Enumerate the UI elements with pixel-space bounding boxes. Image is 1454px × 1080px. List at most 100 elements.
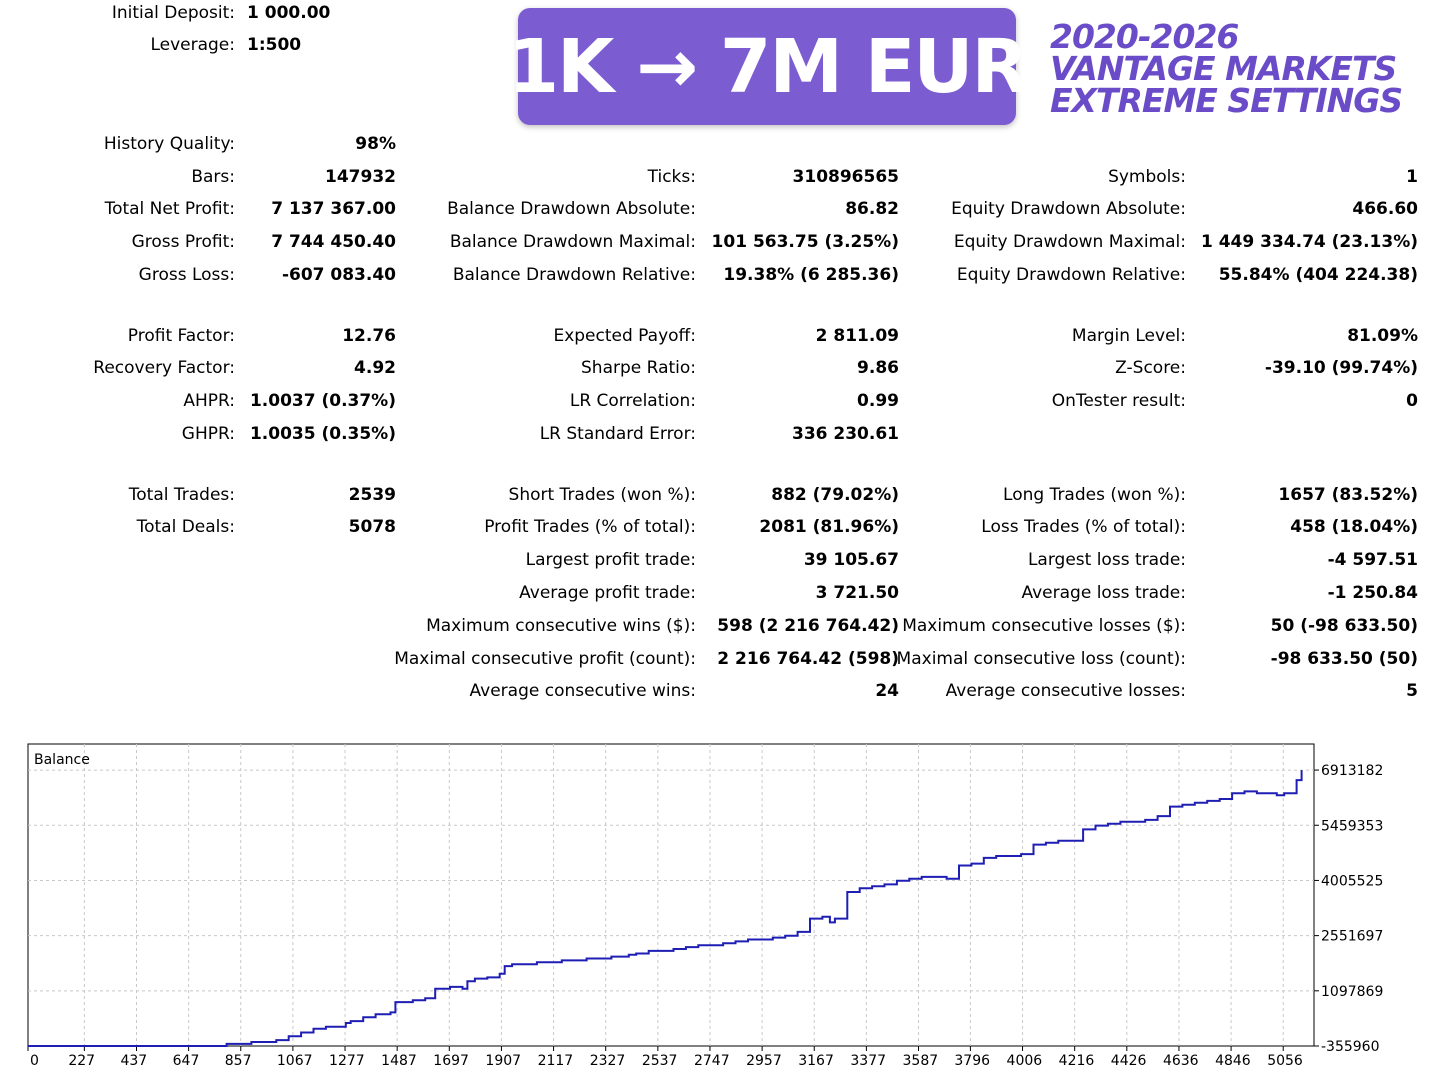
y-tick-label: 2551697: [1321, 929, 1383, 945]
x-tick-label: 2957: [746, 1053, 782, 1069]
total-trades-value: 2539: [348, 485, 396, 505]
x-tick-label: 1067: [277, 1053, 313, 1069]
largest-loss-value: -4 597.51: [1327, 550, 1418, 570]
avg-consec-losses-value: 5: [1406, 681, 1418, 701]
chart-ticks: 6913182 5459353 4005525 2551697 1097869 -3559…: [27, 763, 1383, 1069]
x-tick-label: 3587: [903, 1053, 939, 1069]
initial-deposit-value: 1 000.00: [247, 3, 331, 23]
short-trades-label: Short Trades (won %):: [508, 485, 696, 505]
balance-dd-rel-value: 19.38% (6 285.36): [723, 265, 899, 285]
ghpr-label: GHPR:: [181, 424, 235, 444]
y-tick-label: 4005525: [1321, 873, 1383, 889]
loss-trades-value: 458 (18.04%): [1290, 517, 1418, 537]
equity-dd-max-label: Equity Drawdown Maximal:: [953, 232, 1186, 252]
ahpr-label: AHPR:: [183, 391, 235, 411]
ticks-label: Ticks:: [647, 167, 696, 187]
x-tick-label: 4636: [1163, 1053, 1199, 1069]
long-trades-label: Long Trades (won %):: [1003, 485, 1186, 505]
initial-deposit-label: Initial Deposit:: [111, 3, 235, 23]
max-consec-losses-value: 50 (-98 633.50): [1270, 616, 1418, 636]
max-consec-losses-label: Maximum consecutive losses ($):: [902, 616, 1186, 636]
margin-level-label: Margin Level:: [1071, 326, 1186, 346]
balance-dd-max-value: 101 563.75 (3.25%): [711, 232, 899, 252]
ticks-value: 310896565: [792, 167, 899, 187]
margin-level-value: 81.09%: [1347, 326, 1418, 346]
lr-std-error-value: 336 230.61: [791, 424, 899, 444]
gross-profit-value: 7 744 450.40: [271, 232, 396, 252]
total-net-profit-label: Total Net Profit:: [104, 199, 235, 219]
x-tick-label: 4846: [1215, 1053, 1251, 1069]
long-trades-value: 1657 (83.52%): [1278, 485, 1418, 505]
x-tick-label: 5056: [1267, 1053, 1303, 1069]
x-tick-label: 647: [173, 1053, 200, 1069]
profit-factor-label: Profit Factor:: [127, 326, 235, 346]
y-tick-label: 1097869: [1321, 984, 1383, 1000]
equity-dd-max-value: 1 449 334.74 (23.13%): [1200, 232, 1418, 252]
total-deals-label: Total Deals:: [136, 517, 235, 537]
ahpr-value: 1.0037 (0.37%): [249, 391, 396, 411]
avg-consec-losses-label: Average consecutive losses:: [945, 681, 1186, 701]
profit-trades-value: 2081 (81.96%): [759, 517, 899, 537]
total-deals-value: 5078: [348, 517, 396, 537]
bars-label: Bars:: [191, 167, 235, 187]
tagline-settings: EXTREME SETTINGS: [1050, 81, 1403, 120]
ontester-value: 0: [1406, 391, 1418, 411]
avg-profit-value: 3 721.50: [815, 583, 899, 603]
total-trades-label: Total Trades:: [128, 485, 235, 505]
x-tick-label: 1907: [485, 1053, 521, 1069]
z-score-value: -39.10 (99.74%): [1264, 358, 1418, 378]
short-trades-value: 882 (79.02%): [771, 485, 899, 505]
balance-dd-abs-label: Balance Drawdown Absolute:: [447, 199, 696, 219]
avg-loss-label: Average loss trade:: [1021, 583, 1186, 603]
largest-profit-value: 39 105.67: [803, 550, 899, 570]
x-tick-label: 4216: [1059, 1053, 1095, 1069]
avg-consec-wins-label: Average consecutive wins:: [469, 681, 696, 701]
x-tick-label: 437: [120, 1053, 147, 1069]
maximal-consec-loss-label: Maximal consecutive loss (count):: [896, 649, 1186, 669]
total-net-profit-value: 7 137 367.00: [271, 199, 396, 219]
maximal-consec-profit-label: Maximal consecutive profit (count):: [394, 649, 696, 669]
equity-dd-abs-label: Equity Drawdown Absolute:: [951, 199, 1186, 219]
balance-dd-max-label: Balance Drawdown Maximal:: [449, 232, 696, 252]
x-tick-label: 2327: [590, 1053, 626, 1069]
lr-correlation-value: 0.99: [857, 391, 899, 411]
x-tick-label: 227: [68, 1053, 95, 1069]
x-tick-label: 1487: [381, 1053, 417, 1069]
balance-series-line: [28, 770, 1303, 1047]
recovery-factor-value: 4.92: [354, 358, 396, 378]
tagline-years: 2020-2026: [1050, 17, 1239, 56]
gross-loss-label: Gross Loss:: [138, 265, 235, 285]
maximal-consec-loss-value: -98 633.50 (50): [1270, 649, 1418, 669]
symbols-label: Symbols:: [1108, 167, 1186, 187]
avg-profit-label: Average profit trade:: [519, 583, 696, 603]
lr-std-error-label: LR Standard Error:: [539, 424, 696, 444]
z-score-label: Z-Score:: [1115, 358, 1186, 378]
x-tick-label: 857: [225, 1053, 252, 1069]
x-tick-label: 2117: [538, 1053, 574, 1069]
equity-dd-abs-value: 466.60: [1352, 199, 1418, 219]
x-tick-label: 1277: [329, 1053, 365, 1069]
expected-payoff-value: 2 811.09: [815, 326, 899, 346]
x-tick-label: 2537: [642, 1053, 678, 1069]
x-tick-label: 0: [30, 1053, 39, 1069]
equity-dd-rel-label: Equity Drawdown Relative:: [956, 265, 1186, 285]
max-consec-wins-value: 598 (2 216 764.42): [717, 616, 899, 636]
balance-dd-rel-label: Balance Drawdown Relative:: [452, 265, 696, 285]
history-quality-label: History Quality:: [103, 134, 235, 154]
loss-trades-label: Loss Trades (% of total):: [981, 517, 1186, 537]
largest-loss-label: Largest loss trade:: [1027, 550, 1186, 570]
x-tick-label: 3167: [798, 1053, 834, 1069]
profit-factor-value: 12.76: [342, 326, 396, 346]
chart-title: Balance: [34, 752, 90, 768]
headline-text: 1K → 7M EUR: [507, 23, 1029, 110]
max-consec-wins-label: Maximum consecutive wins ($):: [426, 616, 696, 636]
chart-frame: [27, 743, 1315, 1047]
leverage-label: Leverage:: [150, 35, 235, 55]
profit-trades-label: Profit Trades (% of total):: [484, 517, 696, 537]
x-tick-label: 3377: [850, 1053, 886, 1069]
avg-loss-value: -1 250.84: [1327, 583, 1418, 603]
x-tick-label: 2747: [694, 1053, 730, 1069]
equity-dd-rel-value: 55.84% (404 224.38): [1218, 265, 1418, 285]
sharpe-ratio-value: 9.86: [857, 358, 899, 378]
y-tick-label: -355960: [1321, 1039, 1380, 1055]
